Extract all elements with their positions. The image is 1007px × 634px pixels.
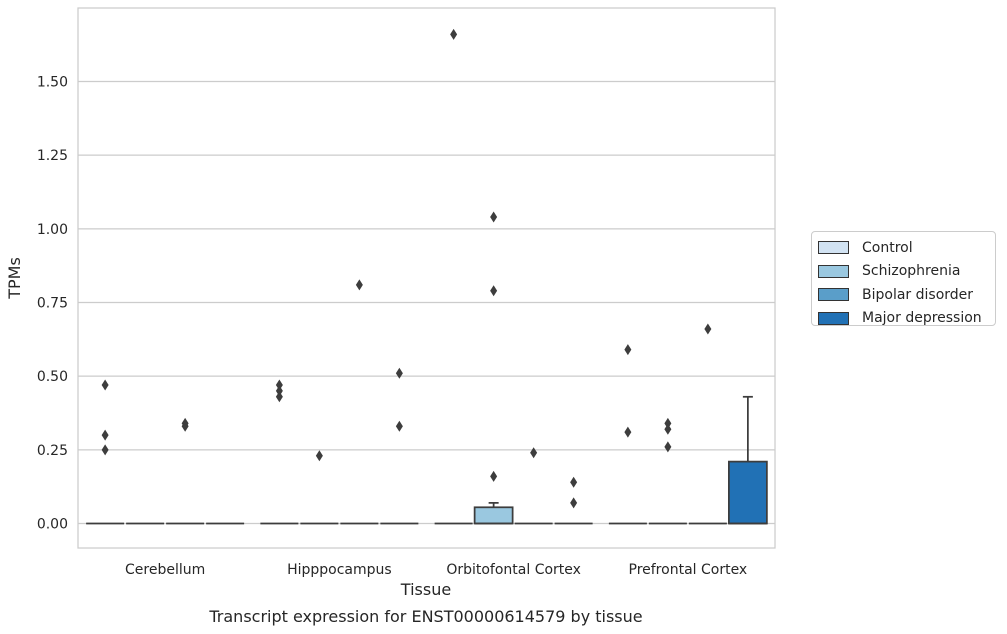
outlier-point [704, 323, 712, 335]
outlier-point [624, 344, 632, 356]
outlier-point [101, 379, 109, 391]
y-tick-label: 0.00 [37, 517, 68, 533]
legend-swatch [818, 288, 849, 302]
outlier-point [490, 285, 498, 297]
legend-label: Schizophrenia [862, 263, 961, 280]
box-control [608, 344, 647, 525]
box-major-depression [380, 367, 419, 525]
y-tick-label: 1.50 [37, 75, 68, 91]
y-tick-label: 0.75 [37, 296, 68, 312]
box-bipolar-disorder [166, 417, 205, 525]
legend-item-schizophrenia: Schizophrenia [818, 260, 995, 284]
x-tick-label: Orbitofontal Cortex [446, 562, 581, 578]
chart-caption: Transcript expression for ENST0000061457… [208, 607, 642, 626]
outlier-point [664, 417, 672, 429]
y-axis-ticks: 0.00 0.25 0.50 0.75 1.00 1.25 1.50 [37, 75, 68, 533]
legend-label: Control [862, 239, 913, 256]
gridlines [78, 80, 775, 525]
box-bipolar-disorder [340, 279, 379, 525]
y-tick-label: 0.50 [37, 369, 68, 385]
x-tick-label: Cerebellum [125, 562, 205, 578]
outlier-point [315, 450, 323, 462]
legend-swatch [818, 264, 849, 278]
legend-item-control: Control [818, 236, 995, 260]
x-axis-ticks: Cerebellum Hipppocampus Orbitofontal Corte… [125, 562, 747, 578]
y-tick-label: 1.00 [37, 222, 68, 238]
legend-swatch [818, 311, 849, 325]
box [728, 460, 768, 525]
outlier-point [450, 28, 458, 40]
y-tick-label: 1.25 [37, 148, 68, 164]
box-schizophrenia [648, 417, 687, 525]
legend-item-bipolar-disorder: Bipolar disorder [818, 283, 995, 307]
box-schizophrenia [473, 211, 514, 525]
outlier-point [275, 391, 283, 403]
box-bipolar-disorder [514, 447, 553, 525]
legend-label: Major depression [862, 310, 982, 327]
plot-frame [77, 7, 776, 549]
box-schizophrenia [300, 450, 339, 525]
box-bipolar-disorder [688, 323, 727, 525]
outlier-point [570, 497, 578, 509]
outlier-point [395, 367, 403, 379]
box-control [434, 28, 473, 525]
y-axis-label: TPMs [5, 257, 24, 300]
box-control [86, 379, 125, 525]
outlier-point [624, 426, 632, 438]
outlier-point [355, 279, 363, 291]
outlier-point [275, 385, 283, 397]
x-tick-label: Hipppocampus [287, 562, 392, 578]
outlier-point [101, 444, 109, 456]
legend-swatch [818, 241, 849, 255]
outlier-point [275, 379, 283, 391]
legend: Control Schizophrenia Bipolar disorder M… [811, 231, 996, 326]
box-major-depression [554, 476, 593, 525]
box-series [86, 28, 768, 525]
outlier-point [395, 420, 403, 432]
outlier-point [530, 447, 538, 459]
outlier-point [664, 441, 672, 453]
outlier-point [101, 429, 109, 441]
box [473, 506, 514, 525]
outlier-point [490, 211, 498, 223]
outlier-point [664, 423, 672, 435]
legend-label: Bipolar disorder [862, 286, 974, 303]
x-tick-label: Prefrontal Cortex [629, 562, 748, 578]
legend-item-major-depression: Major depression [818, 307, 995, 331]
box-control [260, 379, 299, 525]
outlier-point [181, 420, 189, 432]
outlier-point [570, 476, 578, 488]
outlier-point [490, 470, 498, 482]
x-axis-label: Tissue [400, 580, 451, 599]
box-major-depression [728, 395, 768, 525]
y-tick-label: 0.25 [37, 443, 68, 459]
